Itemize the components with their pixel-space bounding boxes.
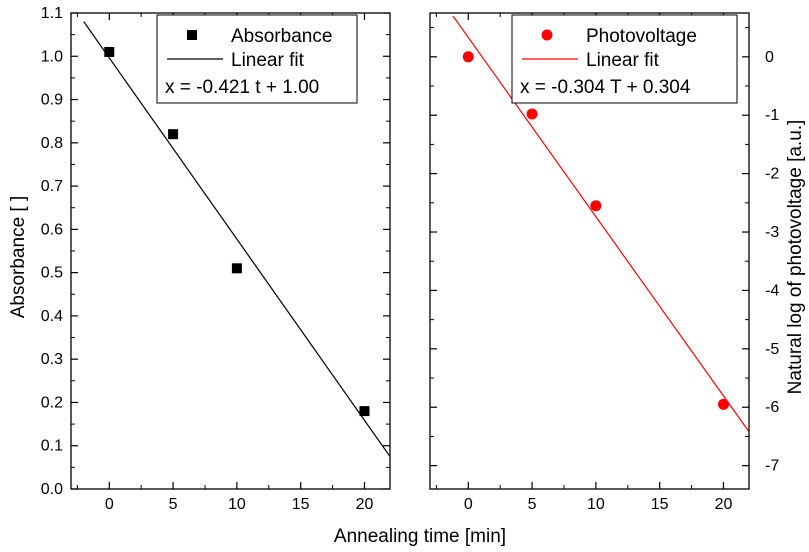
absorbance-y-tick-label: 1.1 <box>41 5 63 22</box>
photovoltage-x-tick-label: 10 <box>587 496 605 513</box>
left-y-axis-label: Absorbance [ ] <box>8 196 29 319</box>
absorbance-y-tick-label: 1.0 <box>41 48 63 65</box>
photovoltage-y-tick-label: -7 <box>765 458 779 475</box>
absorbance-x-tick-label: 5 <box>169 496 178 513</box>
photovoltage-x-tick-label: 15 <box>651 496 669 513</box>
absorbance-data-point <box>104 46 115 57</box>
absorbance-fit-equation: x = -0.421 t + 1.00 <box>165 77 319 98</box>
photovoltage-x-tick-label: 20 <box>715 496 733 513</box>
photovoltage-data-point <box>590 200 602 212</box>
absorbance-x-tick-label: 10 <box>228 496 246 513</box>
photovoltage-legend-marker <box>541 29 553 41</box>
absorbance-y-tick-label: 0.3 <box>41 351 63 368</box>
absorbance-panel: 0 5 10 15 20 0.0 0.1 0.2 0.3 0.4 0.5 0.6 0.7 0.8 0.9 1.… <box>41 5 391 513</box>
absorbance-data-point <box>359 406 370 417</box>
absorbance-y-tick-label: 0.6 <box>41 221 63 238</box>
photovoltage-fit-equation: x = -0.304 T + 0.304 <box>520 77 691 98</box>
photovoltage-y-tick-label: -6 <box>765 399 779 416</box>
absorbance-legend-marker <box>187 30 197 40</box>
absorbance-fit-line <box>83 21 391 457</box>
photovoltage-legend-label: Photovoltage <box>586 26 697 47</box>
photovoltage-y-tick-label: -4 <box>765 282 779 299</box>
photovoltage-y-tick-label: -2 <box>765 166 779 183</box>
absorbance-y-tick-label: 0.0 <box>41 481 63 498</box>
absorbance-y-tick-label: 0.7 <box>41 178 63 195</box>
absorbance-y-tick-label: 0.5 <box>41 265 63 282</box>
absorbance-x-tick-label: 15 <box>292 496 310 513</box>
absorbance-y-tick-label: 0.1 <box>41 438 63 455</box>
photovoltage-y-tick-label: -3 <box>765 224 779 241</box>
absorbance-legend-label: Linear fit <box>231 50 305 71</box>
photovoltage-y-tick-label: -5 <box>765 341 779 358</box>
absorbance-y-tick-label: 0.9 <box>41 92 63 109</box>
photovoltage-x-tick-label: 5 <box>528 496 537 513</box>
photovoltage-plot-frame <box>429 12 750 490</box>
photovoltage-legend: Photovoltage Linear fit x = -0.304 T + 0.3… <box>511 14 738 104</box>
absorbance-y-tick-label: 0.8 <box>41 135 63 152</box>
absorbance-legend-label: Absorbance <box>231 26 332 47</box>
absorbance-data-point <box>231 263 242 274</box>
absorbance-data-point <box>168 129 179 140</box>
photovoltage-y-tick-label: -1 <box>765 107 779 124</box>
absorbance-x-tick-label: 0 <box>105 496 114 513</box>
absorbance-legend: Absorbance Linear fit x = -0.421 t + 1.00 <box>156 14 358 104</box>
photovoltage-x-tick-label: 0 <box>464 496 473 513</box>
right-y-axis-label: Natural log of photovoltage [a.u.] <box>785 120 806 395</box>
absorbance-y-tick-label: 0.2 <box>41 394 63 411</box>
photovoltage-data-point <box>717 398 729 410</box>
absorbance-x-tick-label: 20 <box>356 496 374 513</box>
photovoltage-fit-line <box>452 15 750 433</box>
photovoltage-y-tick-label: 0 <box>765 49 774 66</box>
absorbance-y-tick-label: 0.4 <box>41 308 63 325</box>
x-axis-label: Annealing time [min] <box>334 526 506 547</box>
photovoltage-legend-label: Linear fit <box>586 50 660 71</box>
photovoltage-data-point <box>526 108 538 120</box>
photovoltage-data-point <box>462 51 474 63</box>
photovoltage-panel: 0 5 10 15 20 0 -1 -2 -3 -4 -5 -6 -7 Photovoltage Linea… <box>429 12 779 513</box>
